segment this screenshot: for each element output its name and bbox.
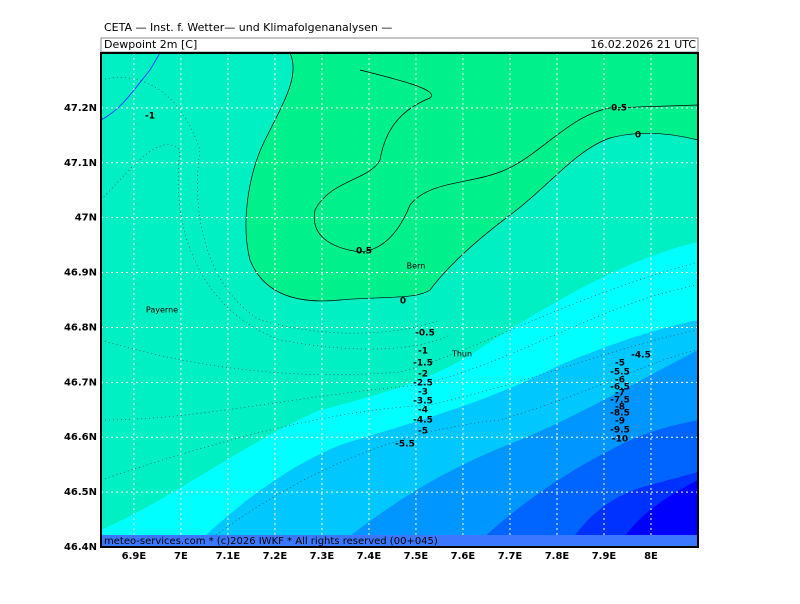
lon-tick-label: 8E — [644, 551, 658, 562]
contour-label: -7.5 — [610, 396, 630, 406]
contour-label: -9.5 — [610, 426, 630, 436]
contour-label: -5.5 — [610, 368, 630, 378]
contour-label: -9 — [615, 417, 625, 427]
lat-tick-label: 47.1N — [64, 158, 97, 169]
lon-tick-label: 7.9E — [592, 551, 617, 562]
contour-label: -6 — [615, 376, 625, 386]
lat-tick-label: 46.9N — [64, 268, 97, 279]
contour-label: 0 — [400, 297, 406, 307]
contour-label: -2 — [418, 370, 428, 380]
band-deep-blue — [617, 480, 698, 547]
grid — [101, 53, 698, 548]
lon-tick-label: 7.7E — [498, 551, 523, 562]
parameter: Dewpoint 2m [C] — [104, 38, 197, 51]
lon-tick-label: 7.2E — [263, 551, 288, 562]
lat-tick-label: 46.6N — [64, 432, 97, 443]
contour-label: 0.5 — [356, 247, 372, 257]
footer: meteo-services.com * (c)2026 IWKF * All … — [104, 536, 438, 547]
contour-label: -8.5 — [610, 409, 630, 419]
lon-tick-label: 7.5E — [404, 551, 429, 562]
contour-label: 0 — [635, 131, 641, 141]
contour-label: -4.5 — [413, 416, 433, 426]
contour-label: -4 — [418, 406, 428, 416]
lat-tick-label: 46.5N — [64, 487, 97, 498]
field — [101, 53, 698, 547]
city-label: Bern — [407, 262, 426, 271]
contour-label: -7 — [615, 389, 625, 399]
lon-tick-label: 7.6E — [451, 551, 476, 562]
contour-label: -5.5 — [395, 440, 415, 450]
contour-label: -0.5 — [415, 329, 435, 339]
contour-label: -3.5 — [413, 397, 433, 407]
contour-label: -3 — [418, 388, 428, 398]
contour-label: 0.5 — [611, 104, 627, 114]
lon-tick-label: 7.3E — [310, 551, 335, 562]
lat-tick-label: 47N — [75, 213, 97, 224]
lon-tick-label: 7.1E — [216, 551, 241, 562]
footer-bar — [101, 535, 698, 547]
lon-tick-label: 7E — [174, 551, 188, 562]
lat-tick-label: 46.8N — [64, 322, 97, 333]
city-label: Thun — [451, 350, 472, 359]
contour-label: -8 — [615, 403, 625, 413]
contour-0.5 — [313, 69, 698, 253]
institute: CETA — Inst. f. Wetter— und Klimafolgena… — [104, 21, 392, 34]
contour-label: -6.5 — [610, 383, 630, 393]
valid-time: 16.02.2026 21 UTC — [590, 38, 696, 51]
contour-label: -1.5 — [413, 359, 433, 369]
lon-tick-label: 6.9E — [122, 551, 147, 562]
lat-tick-label: 46.4N — [64, 542, 97, 553]
contour-label: -10 — [612, 435, 628, 445]
plot-frame — [100, 52, 699, 548]
contour-label: -4.5 — [631, 351, 651, 361]
lon-tick-label: 7.4E — [357, 551, 382, 562]
dotted-contours — [101, 77, 698, 547]
contour-label: -2.5 — [413, 379, 433, 389]
region-above-zero — [245, 53, 698, 302]
city-label: Payerne — [146, 306, 178, 315]
lat-tick-label: 47.2N — [64, 103, 97, 114]
lon-tick-label: 7.8E — [545, 551, 570, 562]
contour-label: -1 — [145, 112, 155, 122]
contour-label: -5 — [615, 359, 625, 369]
contour-minus-1 — [101, 53, 161, 121]
contour-label: -5 — [418, 427, 428, 437]
lat-tick-label: 46.7N — [64, 377, 97, 388]
contour-label: -1 — [418, 347, 428, 357]
